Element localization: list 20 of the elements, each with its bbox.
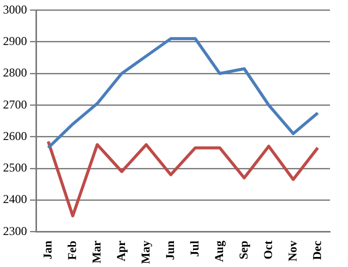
x-tick-label: Sep bbox=[236, 240, 250, 260]
y-tick-label: 2800 bbox=[3, 66, 27, 80]
y-tick-label: 2500 bbox=[3, 160, 27, 175]
y-tick-label: 2900 bbox=[3, 34, 27, 48]
x-tick-label: Mar bbox=[89, 240, 104, 264]
x-tick-label: Feb bbox=[64, 240, 79, 260]
x-tick-label: Jul bbox=[187, 240, 202, 257]
y-tick-label: 2600 bbox=[3, 128, 27, 143]
y-tick-label: 2300 bbox=[3, 224, 27, 238]
x-tick-label: Jun bbox=[162, 240, 177, 260]
x-tick-label: May bbox=[138, 240, 152, 264]
x-tick-label: Dec bbox=[310, 240, 324, 260]
y-tick-label: 2400 bbox=[3, 192, 27, 206]
x-tick-label: Aug bbox=[212, 240, 226, 262]
x-tick-label: Oct bbox=[260, 240, 275, 260]
y-tick-label: 3000 bbox=[3, 2, 27, 16]
x-tick-label: Nov bbox=[285, 240, 300, 262]
x-tick-label: Jan bbox=[40, 240, 54, 260]
y-tick-label: 2700 bbox=[3, 97, 27, 112]
x-tick-label: Apr bbox=[114, 240, 128, 262]
